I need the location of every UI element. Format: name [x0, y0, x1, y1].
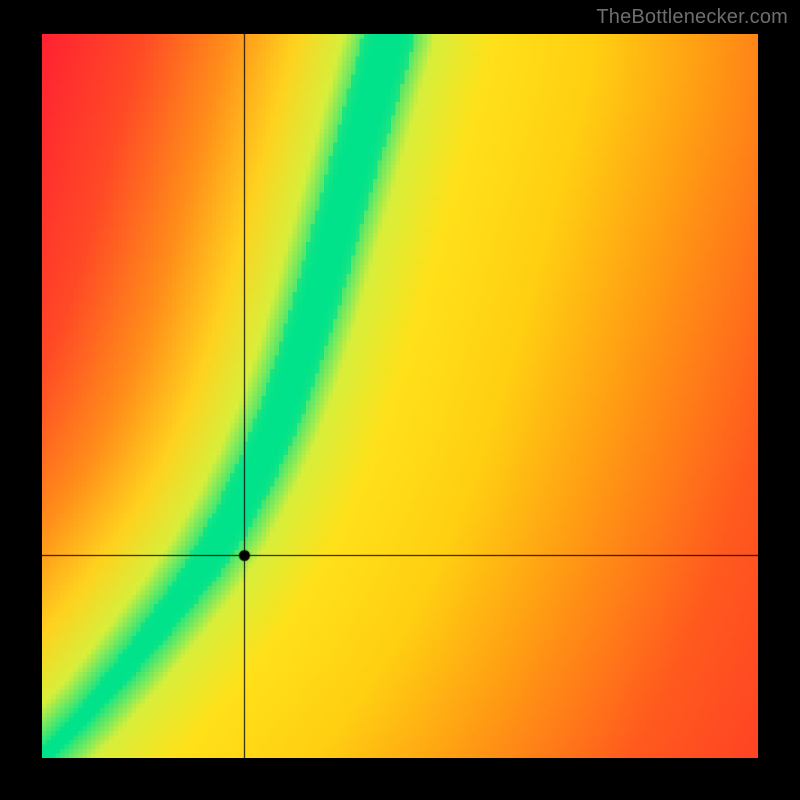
- watermark-text: TheBottlenecker.com: [596, 6, 788, 29]
- chart-container: { "watermark": { "text": "TheBottlenecke…: [0, 0, 800, 800]
- heatmap-canvas: [42, 34, 758, 758]
